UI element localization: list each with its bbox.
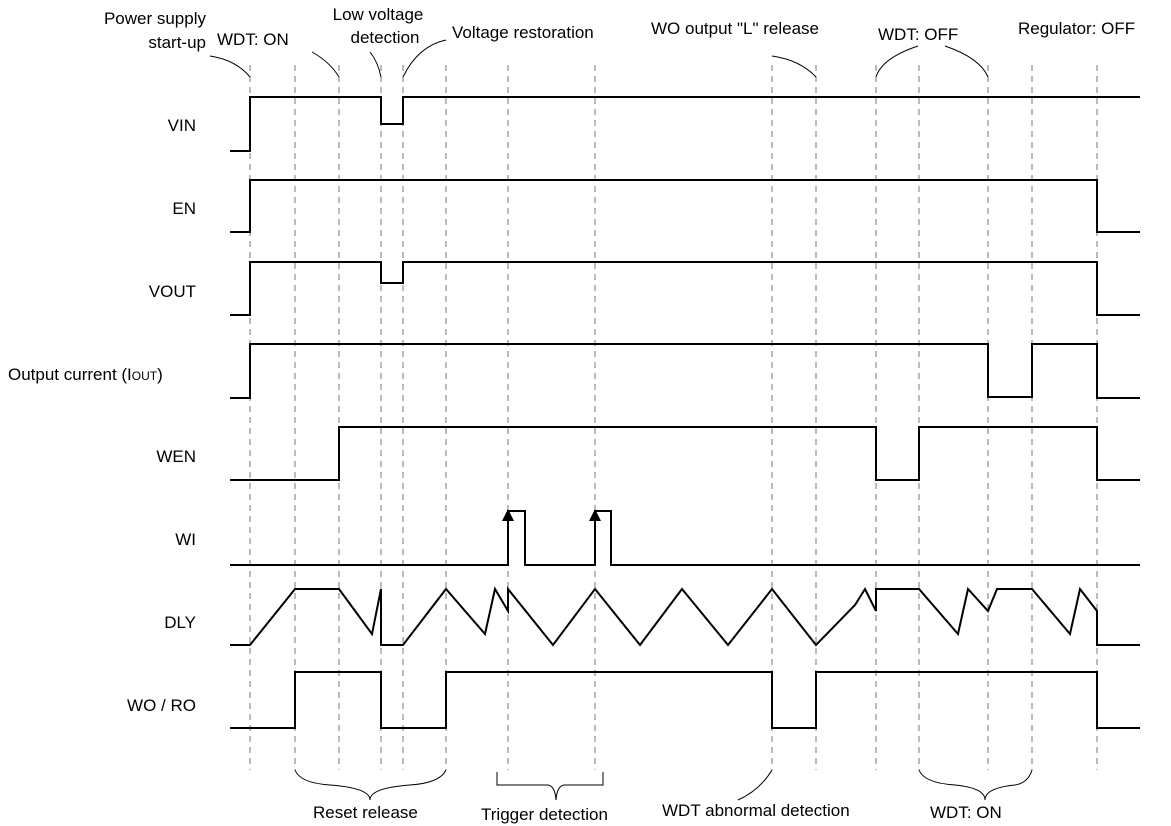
time-guides xyxy=(249,65,1098,770)
brace-trigger-detection xyxy=(496,772,604,801)
annotation-wdt-on-top: WDT: ON xyxy=(217,30,289,49)
en-waveform xyxy=(230,179,1140,233)
wi-trigger-arrow xyxy=(502,509,514,521)
wi-trigger-arrow xyxy=(589,509,601,521)
output-current-text: Output current (I xyxy=(8,365,132,384)
signal-label-wo-ro: WO / RO xyxy=(127,696,196,715)
signal-label-output-current: Output current (IOUT) xyxy=(8,365,163,384)
annotation-power-supply-startup: Power supply xyxy=(104,9,207,28)
signal-label-dly: DLY xyxy=(164,613,196,632)
annotation-wdt-abnormal-detection: WDT abnormal detection xyxy=(662,801,850,820)
leader-curve xyxy=(402,39,447,78)
bottom-braces xyxy=(294,769,1033,801)
brace-reset-release xyxy=(294,769,447,801)
brace-wdt-on xyxy=(918,769,1033,801)
signal-label-vin: VIN xyxy=(168,116,196,135)
annotation-voltage-restoration: Voltage restoration xyxy=(452,23,594,42)
annotation-low-voltage: Low voltage xyxy=(333,5,424,24)
top-annotations: Power supply start-up WDT: ON Low voltag… xyxy=(104,5,1135,52)
annotation-power-supply-startup-2: start-up xyxy=(148,33,206,52)
output-current-paren: ) xyxy=(157,365,163,384)
vin-waveform xyxy=(230,96,1140,152)
annotation-trigger-detection: Trigger detection xyxy=(481,805,608,824)
leader-curve xyxy=(944,45,989,78)
leader-curve xyxy=(311,51,340,78)
dly-waveform xyxy=(230,586,1140,647)
annotation-wdt-on-bottom: WDT: ON xyxy=(930,803,1002,822)
leader-wdt-abnormal xyxy=(737,769,773,801)
leader-curve xyxy=(875,45,919,78)
top-leader-curves xyxy=(209,39,989,78)
annotation-regulator-off: Regulator: OFF xyxy=(1018,19,1135,38)
signal-label-vout: VOUT xyxy=(149,282,196,301)
vout-waveform xyxy=(230,261,1140,316)
leader-curve xyxy=(771,55,817,78)
signal-label-wen: WEN xyxy=(156,447,196,466)
wi-waveform xyxy=(230,510,1140,566)
wo-ro-waveform xyxy=(230,671,1140,729)
signal-label-en: EN xyxy=(172,199,196,218)
annotation-wo-output-release: WO output "L" release xyxy=(651,19,819,38)
waveforms xyxy=(230,96,1140,729)
annotation-low-voltage-2: detection xyxy=(351,28,420,47)
output-current-subscript: OUT xyxy=(132,369,158,383)
leader-curve xyxy=(209,55,251,78)
leader-curve xyxy=(369,51,382,78)
output-current-waveform xyxy=(230,343,1140,399)
signal-labels: VIN EN VOUT Output current (IOUT) WEN WI… xyxy=(8,116,196,715)
annotation-wdt-off: WDT: OFF xyxy=(878,25,958,44)
signal-label-wi: WI xyxy=(175,530,196,549)
annotation-reset-release: Reset release xyxy=(313,803,418,822)
bottom-annotations: Reset release Trigger detection WDT abno… xyxy=(313,801,1002,824)
wen-waveform xyxy=(230,426,1140,481)
